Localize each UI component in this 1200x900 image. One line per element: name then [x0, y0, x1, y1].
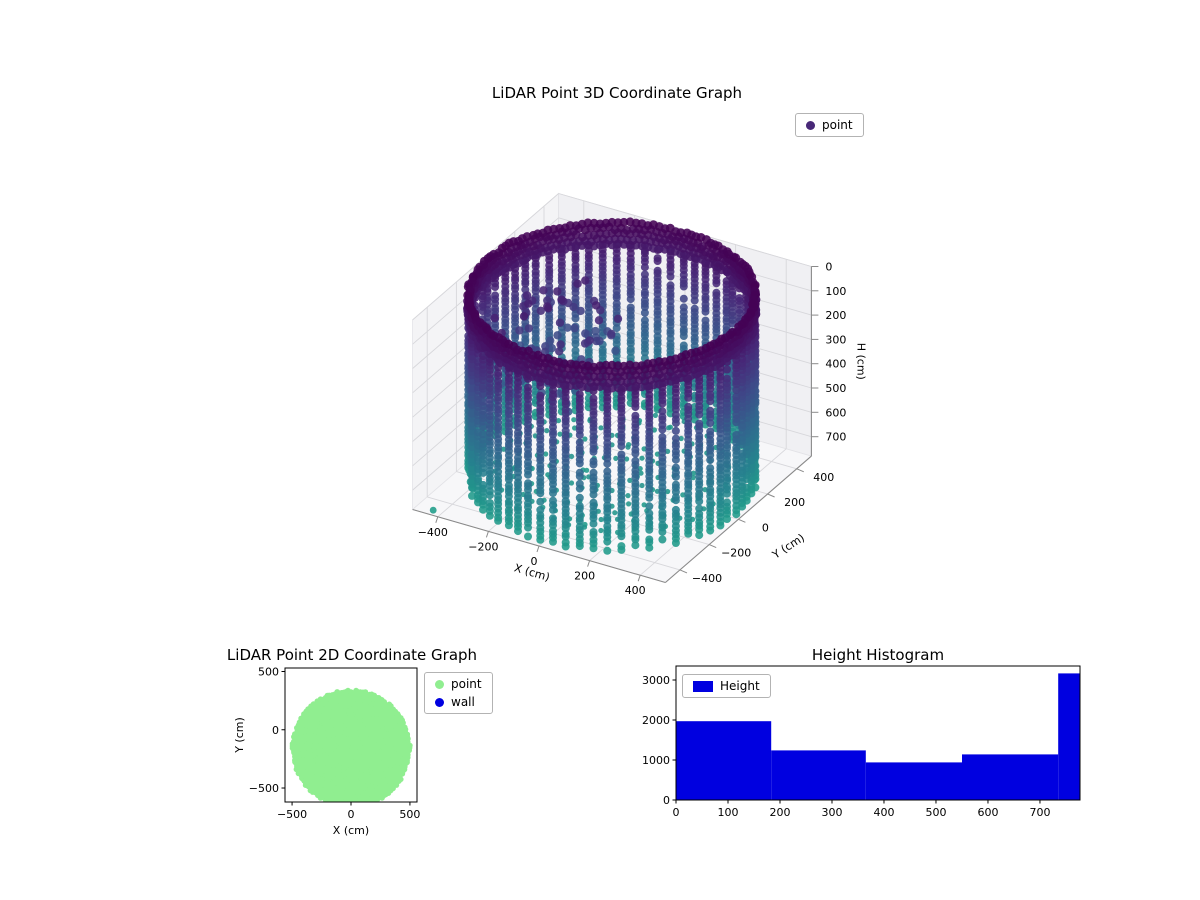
scatter-marker-icon: [806, 120, 815, 130]
legend-label: point: [822, 118, 853, 132]
svg-text:100: 100: [825, 285, 846, 298]
svg-text:−200: −200: [468, 540, 498, 553]
svg-text:0: 0: [825, 261, 832, 274]
scatter-marker-icon: [435, 679, 444, 689]
chart-2d-title: LiDAR Point 2D Coordinate Graph: [226, 646, 478, 664]
legend-label: point: [451, 677, 482, 691]
axis-spines: [412, 266, 819, 584]
histogram-legend: Height: [682, 674, 771, 698]
chart-2d-legend: point wall: [424, 672, 493, 714]
chart-3d-title: LiDAR Point 3D Coordinate Graph: [491, 84, 743, 102]
chart-3d-legend: point: [795, 113, 864, 137]
svg-text:400: 400: [625, 584, 646, 597]
svg-text:600: 600: [825, 406, 846, 419]
svg-text:Y (cm): Y (cm): [769, 531, 807, 562]
legend-item-point: point: [806, 118, 853, 132]
legend-label: Height: [720, 679, 760, 693]
point-cloud: [429, 217, 761, 555]
legend-item-wall: wall: [435, 695, 482, 709]
svg-text:−200: −200: [721, 547, 751, 560]
svg-text:400: 400: [813, 471, 834, 484]
legend-item-height: Height: [693, 679, 760, 693]
svg-text:700: 700: [825, 431, 846, 444]
svg-text:200: 200: [825, 309, 846, 322]
scatter-marker-icon: [435, 697, 444, 707]
bar-patch-icon: [693, 680, 713, 692]
legend-label: wall: [451, 695, 475, 709]
scatter-points: [289, 687, 413, 802]
svg-text:−400: −400: [692, 572, 722, 585]
svg-text:0: 0: [762, 521, 769, 534]
svg-text:0: 0: [531, 555, 538, 568]
chart-3d-canvas: −400 −200 0 200 400 −400 −200 0 200 400 0 100 200 300…: [411, 192, 867, 597]
svg-text:200: 200: [784, 496, 805, 509]
legend-item-point: point: [435, 677, 482, 691]
histogram-bars: [676, 673, 1080, 800]
svg-text:300: 300: [825, 333, 846, 346]
svg-text:400: 400: [825, 358, 846, 371]
svg-text:200: 200: [574, 570, 595, 583]
svg-text:H (cm): H (cm): [854, 343, 867, 380]
svg-text:500: 500: [825, 382, 846, 395]
svg-text:−400: −400: [418, 526, 448, 539]
histogram-title: Height Histogram: [811, 646, 945, 664]
